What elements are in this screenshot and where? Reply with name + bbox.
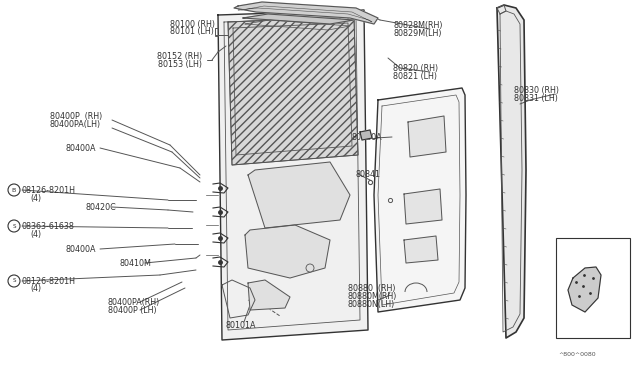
Text: 80880M(RH): 80880M(RH) — [348, 292, 397, 301]
Text: 80410M: 80410M — [120, 259, 152, 267]
Polygon shape — [233, 23, 352, 155]
Text: 80400P (LH): 80400P (LH) — [108, 305, 157, 314]
Text: (4): (4) — [30, 285, 41, 294]
Text: 80820 (RH): 80820 (RH) — [393, 64, 438, 73]
Polygon shape — [360, 130, 372, 140]
Text: 08363-61638: 08363-61638 — [22, 221, 75, 231]
Polygon shape — [568, 267, 601, 312]
Text: 80880N(LH): 80880N(LH) — [348, 299, 396, 308]
Text: 80400A: 80400A — [65, 244, 95, 253]
Text: 80152 (RH): 80152 (RH) — [157, 51, 203, 61]
Text: 80829M(LH): 80829M(LH) — [393, 29, 442, 38]
Polygon shape — [248, 162, 350, 228]
Polygon shape — [404, 189, 442, 224]
Polygon shape — [228, 17, 358, 165]
Text: (4): (4) — [30, 230, 41, 238]
Text: 80841: 80841 — [355, 170, 380, 179]
Text: ^800^0080: ^800^0080 — [558, 352, 596, 356]
Text: 08126-8201H: 08126-8201H — [22, 276, 76, 285]
Text: 80831 (LH): 80831 (LH) — [514, 93, 558, 103]
Text: S: S — [12, 224, 16, 228]
Text: 80821 (LH): 80821 (LH) — [393, 71, 437, 80]
Circle shape — [306, 264, 314, 272]
Polygon shape — [243, 14, 354, 24]
Text: (4): (4) — [30, 193, 41, 202]
Text: 80820A: 80820A — [352, 132, 383, 141]
Text: 80100 (RH): 80100 (RH) — [170, 19, 214, 29]
Polygon shape — [374, 88, 466, 312]
Polygon shape — [248, 280, 290, 310]
Text: 80830 (RH): 80830 (RH) — [514, 86, 559, 94]
Polygon shape — [245, 225, 330, 278]
Text: 80828M(RH): 80828M(RH) — [393, 20, 442, 29]
Text: 80327: 80327 — [570, 241, 595, 250]
Text: 80153 (LH): 80153 (LH) — [158, 60, 202, 68]
Text: 80101A: 80101A — [225, 321, 255, 330]
Text: 80101 (LH): 80101 (LH) — [170, 26, 214, 35]
Polygon shape — [218, 10, 368, 340]
Text: S: S — [12, 279, 16, 283]
Text: 80400PA(RH): 80400PA(RH) — [108, 298, 160, 307]
Text: 80880  (RH): 80880 (RH) — [348, 283, 396, 292]
Polygon shape — [404, 236, 438, 263]
Text: 80420C: 80420C — [85, 202, 116, 212]
Polygon shape — [234, 2, 378, 24]
Text: 80400A: 80400A — [65, 144, 95, 153]
Polygon shape — [497, 5, 526, 338]
Text: 80400P  (RH): 80400P (RH) — [50, 112, 102, 121]
Text: 08126-8201H: 08126-8201H — [22, 186, 76, 195]
Polygon shape — [408, 116, 446, 157]
FancyBboxPatch shape — [556, 238, 630, 338]
Text: 80400PA(LH): 80400PA(LH) — [50, 119, 101, 128]
Text: B: B — [12, 187, 16, 192]
